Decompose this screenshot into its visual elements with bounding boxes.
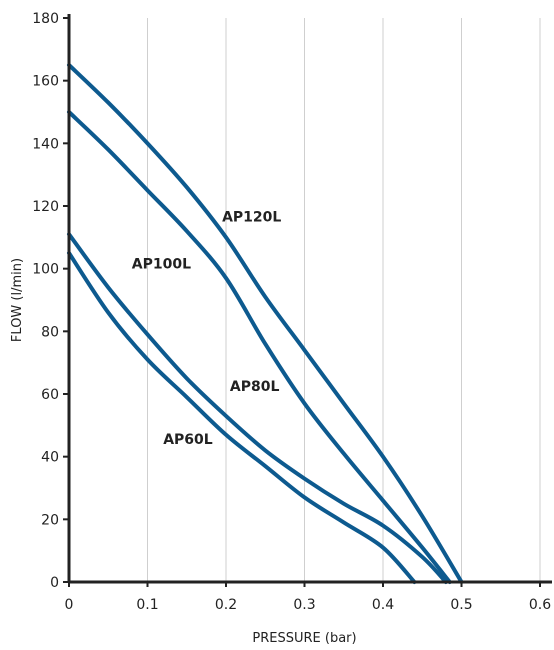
x-tick-label: 0.2 xyxy=(215,597,237,613)
curve-labels: AP120L AP100L AP80L AP60L xyxy=(132,210,282,448)
x-tick-label: 0.3 xyxy=(293,597,315,613)
curve-label-ap120l: AP120L xyxy=(222,210,281,226)
y-tick-label: 20 xyxy=(41,512,59,528)
y-tick-label: 120 xyxy=(32,199,59,215)
y-tick-label: 80 xyxy=(41,324,59,340)
y-axis-label: FLOW (l/min) xyxy=(10,258,25,342)
y-tick-label: 100 xyxy=(32,262,59,278)
x-tick-label: 0.4 xyxy=(372,597,394,613)
x-tick-label: 0 xyxy=(65,597,74,613)
y-tick-label: 160 xyxy=(32,74,59,90)
curve-label-ap100l: AP100L xyxy=(132,257,191,273)
series-line-ap80l xyxy=(67,232,448,584)
series-line-ap100l xyxy=(67,110,452,584)
x-tick-label: 0.6 xyxy=(529,597,551,613)
curve-label-ap80l: AP80L xyxy=(230,379,280,395)
x-tick-label: 0.5 xyxy=(450,597,472,613)
y-tick-label: 180 xyxy=(32,11,59,27)
y-tick-label: 40 xyxy=(41,450,59,466)
series-line-ap120l xyxy=(67,63,464,584)
x-tick-label: 0.1 xyxy=(136,597,158,613)
y-tick-label: 0 xyxy=(50,575,59,591)
y-tick-label: 60 xyxy=(41,387,59,403)
tick-labels: 0 20 40 60 80 100 120 140 160 180 0 0.1 0.2 0.3 0.4 0.5… xyxy=(32,11,551,613)
axes xyxy=(63,14,552,587)
curve-label-ap60l: AP60L xyxy=(163,432,213,448)
series-line-ap60l xyxy=(67,251,417,584)
vertical-gridlines xyxy=(147,18,541,582)
pump-curves xyxy=(67,63,464,584)
y-tick-label: 140 xyxy=(32,136,59,152)
x-axis-label: PRESSURE (bar) xyxy=(252,631,356,646)
